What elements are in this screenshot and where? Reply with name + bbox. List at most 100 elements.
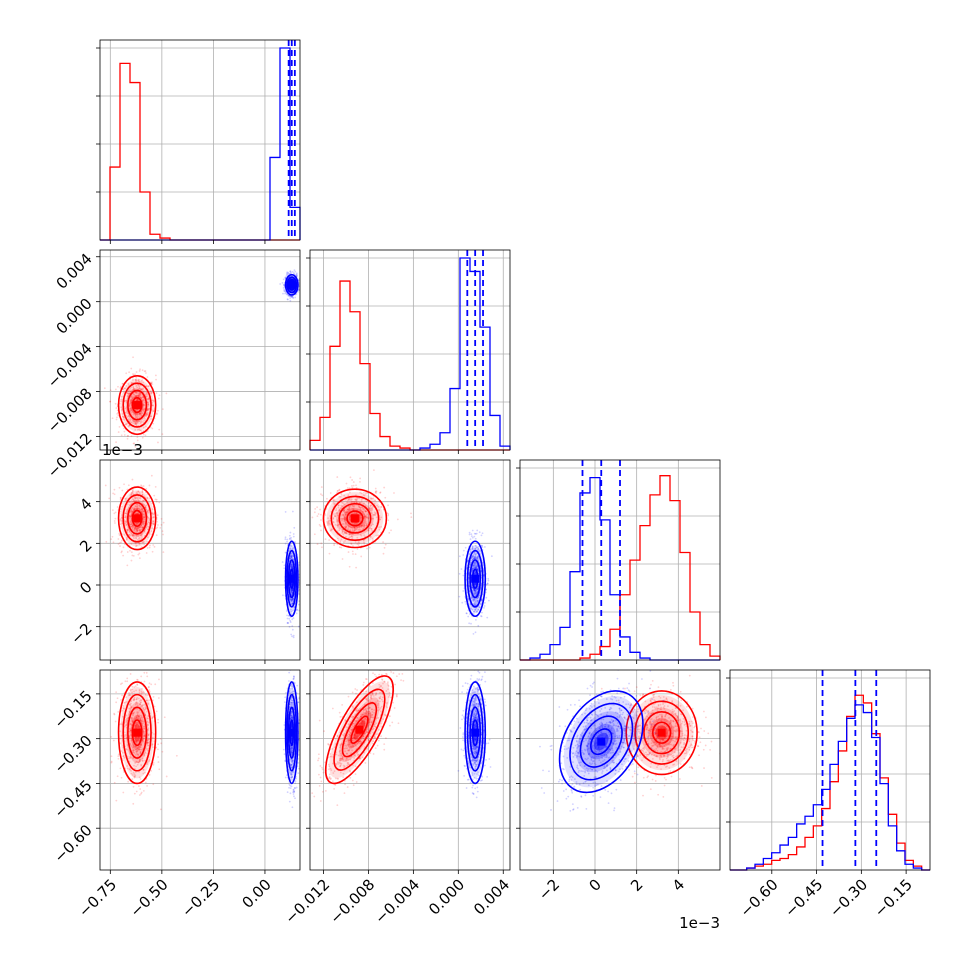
scatter-point [289,778,292,781]
scatter-point [354,541,357,543]
scatter-point [298,609,300,612]
scatter-point [148,484,151,487]
scatter-point [291,618,294,621]
scatter-point [147,702,149,705]
scatter-point [294,541,296,543]
scatter-point [133,534,136,537]
scatter-point [290,295,293,298]
scatter-point [136,496,138,499]
scatter-point [348,505,351,508]
scatter-point [330,529,333,532]
scatter-point [291,547,294,550]
scatter-point [140,484,142,487]
scatter-point [135,534,138,537]
contour-line [122,494,152,543]
scatter-point [292,759,294,762]
scatter-point [129,501,132,503]
scatter-point [336,520,339,523]
scatter-point [153,516,156,519]
scatter-point [292,771,295,773]
scatter-point [133,775,136,778]
scatter-point [356,497,359,500]
scatter-point [144,708,147,711]
scatter-point [125,736,128,739]
scatter-point [131,491,134,494]
scatter-point [145,415,148,417]
scatter-point [132,490,134,493]
scatter-point [360,555,363,558]
contour-line [122,693,152,772]
scatter-point [160,523,163,526]
scatter-point [126,392,129,395]
scatter-point [120,683,122,686]
scatter-point [118,425,121,428]
scatter-point [130,510,132,513]
scatter-point [138,714,141,717]
scatter-point [152,422,155,425]
scatter-point [290,691,293,694]
scatter-point [135,398,138,401]
scatter-point [133,422,136,425]
scatter-point [131,535,134,537]
scatter-point [352,545,354,547]
scatter-point [133,767,136,770]
scatter-point [137,754,140,757]
scatter-point [290,591,293,594]
scatter-point [341,558,344,560]
scatter-point [154,498,157,501]
scatter-point [151,508,154,511]
scatter-point [136,420,138,423]
scatter-point [138,736,141,739]
scatter-point [288,783,291,786]
scatter-point [131,525,133,528]
scatter-point [328,552,331,555]
scatter-point [288,625,291,628]
scatter-point [129,401,132,404]
scatter-point [141,533,143,536]
scatter-point [148,689,151,691]
scatter-point [140,528,143,531]
scatter-point [135,416,138,419]
scatter-point [142,521,145,523]
scatter-point [134,505,137,508]
scatter-point [138,557,141,560]
scatter-point [138,505,141,508]
scatter-point [140,508,143,510]
scatter-point [362,508,365,511]
scatter-point [143,516,146,519]
scatter-point [126,744,129,746]
scatter-point [343,516,346,519]
scatter-point [132,389,134,391]
scatter-point [290,599,293,602]
scatter-point [109,400,111,403]
scatter-point [124,520,127,522]
scatter-point [290,701,293,704]
scatter-point [141,739,144,742]
scatter-point [139,758,141,761]
scatter-point [136,684,139,686]
scatter-point [105,540,108,543]
scatter-point [129,706,132,709]
scatter-point [140,429,142,432]
scatter-point [135,727,137,730]
scatter-point [133,529,136,532]
scatter-point [364,515,367,518]
scatter-point [126,529,129,531]
scatter-point [122,416,125,419]
scatter-point [363,524,366,527]
scatter-point [355,528,358,531]
scatter-point [138,725,141,728]
scatter-point [148,521,150,523]
scatter-point [126,529,129,532]
scatter-point [122,415,124,418]
scatter-point [134,428,137,431]
scatter-point [388,532,391,534]
scatter-point [343,518,345,520]
scatter-point [290,555,293,558]
scatter-point [146,401,149,404]
scatter-point [135,423,138,426]
scatter-point [135,739,138,742]
scatter-point [291,806,294,809]
scatter-point [343,512,346,514]
scatter-point [127,382,130,385]
